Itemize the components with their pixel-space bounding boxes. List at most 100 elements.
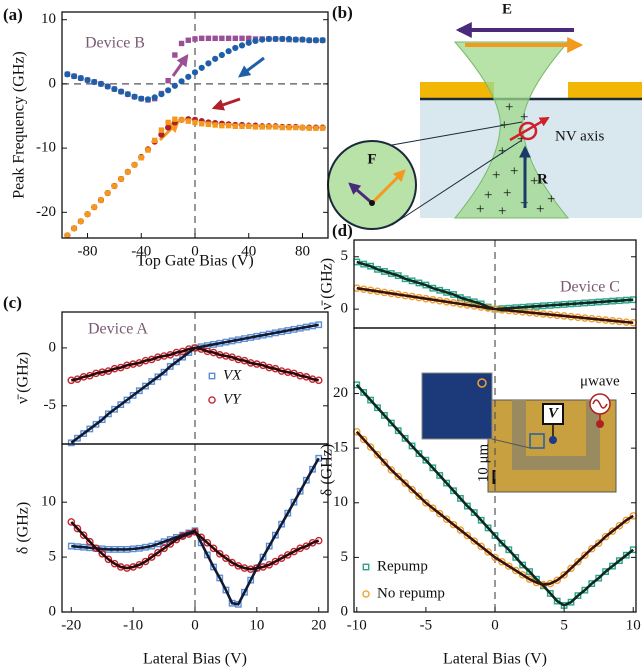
marker-circle <box>209 397 215 403</box>
marker-square <box>92 204 97 209</box>
marker-square <box>192 36 197 41</box>
marker-square <box>118 176 123 181</box>
marker-square <box>186 38 191 43</box>
marker-square <box>239 124 244 129</box>
x-axis-label: Lateral Bias (V) <box>443 651 547 668</box>
marker-square <box>226 123 231 128</box>
marker-square <box>219 36 224 41</box>
y-tick-label: 10 <box>41 11 56 27</box>
marker-square <box>105 190 110 195</box>
marker-square <box>306 126 311 131</box>
marker-square <box>246 124 251 129</box>
marker-circle <box>178 78 184 84</box>
x-tick-label: 5 <box>560 617 568 633</box>
marker-circle <box>266 36 272 42</box>
marker-square <box>186 118 191 123</box>
marker-circle <box>91 79 97 85</box>
y-tick-label: 5 <box>341 549 349 565</box>
marker-circle <box>239 42 245 48</box>
y-axis-label: Peak Frequency (GHz) <box>11 51 28 199</box>
marker-square <box>209 373 214 378</box>
legend-label: VX <box>223 367 242 383</box>
marker-circle <box>363 591 369 597</box>
x-axis-label: Top Gate Bias (V) <box>136 253 254 270</box>
y-axis-label: ν̄ (GHz) <box>15 352 32 404</box>
marker-square <box>212 122 217 127</box>
svg-text:+: + <box>510 163 518 179</box>
field-label: E <box>502 1 512 17</box>
svg-text:+: + <box>503 185 511 201</box>
marker-square <box>179 41 184 46</box>
marker-circle <box>293 37 299 43</box>
x-tick-label: 10 <box>249 617 264 633</box>
marker-square <box>212 36 217 41</box>
marker-circle <box>138 96 144 102</box>
nv-axis-label: NV axis <box>555 128 604 144</box>
y-tick-label: 0 <box>49 603 57 619</box>
y-tick-label: 10 <box>41 494 56 510</box>
marker-circle <box>165 87 171 93</box>
marker-square <box>206 36 211 41</box>
radius-label: R <box>537 171 548 187</box>
svg-text:+: + <box>476 201 484 217</box>
svg-text:+: + <box>547 191 555 207</box>
marker-circle <box>212 56 218 62</box>
marker-square <box>199 121 204 126</box>
marker-square <box>78 219 83 224</box>
marker-square <box>273 124 278 129</box>
x-tick-label: 10 <box>626 617 641 633</box>
marker-circle <box>199 65 205 71</box>
marker-circle <box>118 89 124 95</box>
marker-circle <box>246 40 252 46</box>
marker-square <box>233 124 238 129</box>
panel-label: (b) <box>332 3 353 22</box>
marker-square <box>132 162 137 167</box>
marker-square <box>165 78 170 83</box>
y-tick-label: 0 <box>49 339 57 355</box>
annotation: Device C <box>560 279 620 296</box>
marker-circle <box>273 36 279 42</box>
y-tick-label: 5 <box>341 248 349 264</box>
marker-circle <box>71 73 77 79</box>
marker-square <box>313 126 318 131</box>
marker-square <box>179 117 184 122</box>
scale-label: 10 μm <box>475 443 491 482</box>
y-tick-label: 20 <box>333 385 348 401</box>
marker-square <box>233 36 238 41</box>
x-axis-label: Lateral Bias (V) <box>143 651 247 668</box>
panel-label: (a) <box>3 5 23 24</box>
legend-label: Repump <box>377 558 428 574</box>
marker-square <box>199 36 204 41</box>
marker-square <box>293 125 298 130</box>
svg-text:+: + <box>492 167 500 183</box>
marker-square <box>253 124 258 129</box>
y-axis-label: δ (GHz) <box>319 444 336 496</box>
marker-square <box>206 122 211 127</box>
legend-label: VY <box>223 391 242 407</box>
marker-square <box>165 120 170 125</box>
x-tick-label: -5 <box>420 617 433 633</box>
marker-circle <box>306 37 312 43</box>
marker-square <box>139 155 144 160</box>
marker-circle <box>145 96 151 102</box>
pivot <box>369 200 375 206</box>
marker-square <box>65 233 70 238</box>
marker-square <box>192 120 197 125</box>
marker-circle <box>158 91 164 97</box>
marker-square <box>239 36 244 41</box>
marker-square <box>71 226 76 231</box>
marker-circle <box>152 94 158 100</box>
marker-square <box>172 52 177 57</box>
x-tick-label: 0 <box>491 617 499 633</box>
marker-circle <box>225 48 231 54</box>
svg-text:+: + <box>505 99 513 115</box>
y-axis-label: ν̄ (GHz) <box>319 258 336 310</box>
marker-circle <box>131 94 137 100</box>
marker-square <box>226 36 231 41</box>
force-label: F <box>367 151 376 167</box>
svg-text:+: + <box>536 201 544 217</box>
marker-square <box>112 183 117 188</box>
marker-square <box>266 124 271 129</box>
marker-square <box>286 125 291 130</box>
marker-circle <box>259 37 265 43</box>
